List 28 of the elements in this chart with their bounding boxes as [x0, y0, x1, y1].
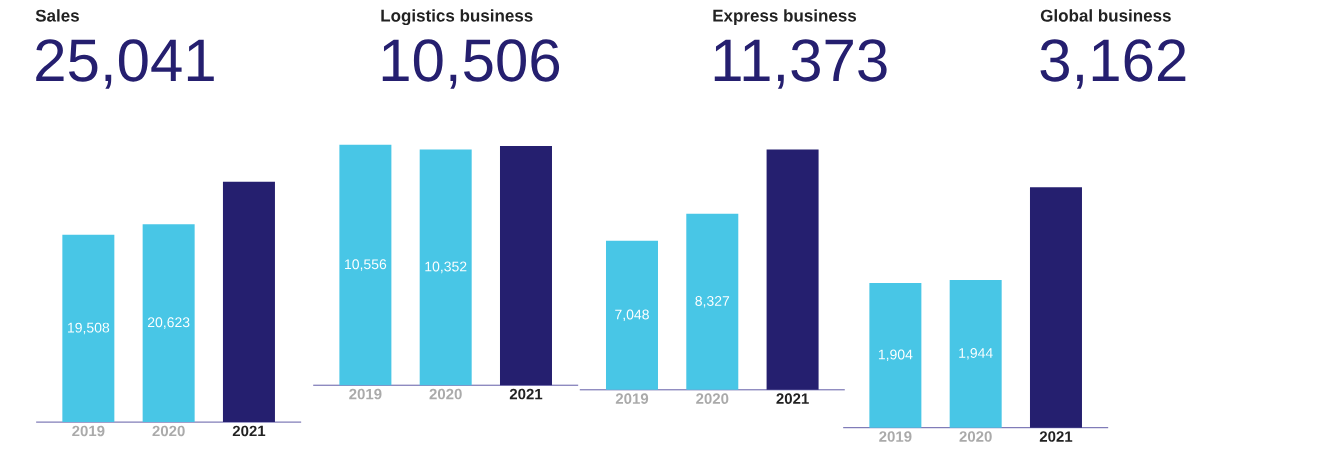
x-tick-label: 2020 — [429, 388, 462, 400]
data-label: 10,556 — [345, 259, 387, 271]
data-label: 7,048 — [615, 309, 649, 322]
x-tick-label: 2021 — [509, 388, 543, 400]
x-tick-label: 2020 — [152, 425, 185, 437]
chart-subtitle: 11,373 — [714, 39, 887, 89]
data-label: 19,508 — [68, 322, 110, 335]
data-label: 1,944 — [959, 348, 993, 360]
chart-title: Logistics business — [381, 9, 533, 26]
chart-subtitle: 25,041 — [36, 39, 214, 89]
data-label: 20,623 — [147, 317, 190, 329]
data-label: 1,904 — [878, 349, 913, 362]
x-tick-label: 2021 — [232, 425, 266, 437]
x-tick-label: 2021 — [776, 393, 809, 404]
x-tick-label: 2020 — [959, 431, 992, 442]
x-tick-label: 2019 — [879, 431, 912, 442]
x-tick-label: 2021 — [1039, 431, 1073, 442]
chart-title: Sales — [35, 9, 79, 22]
chart-subtitle: 10,506 — [382, 39, 560, 89]
x-tick-label: 2020 — [696, 393, 729, 404]
data-label: 10,352 — [425, 261, 467, 274]
data-label: 8,327 — [695, 296, 730, 308]
chart-title: Express business — [713, 9, 857, 26]
chart-title: Global business — [1040, 9, 1171, 22]
chart-subtitle: 3,162 — [1040, 39, 1186, 89]
x-tick-label: 2019 — [349, 388, 382, 400]
x-tick-label: 2019 — [615, 393, 649, 404]
x-tick-label: 2019 — [72, 425, 105, 437]
